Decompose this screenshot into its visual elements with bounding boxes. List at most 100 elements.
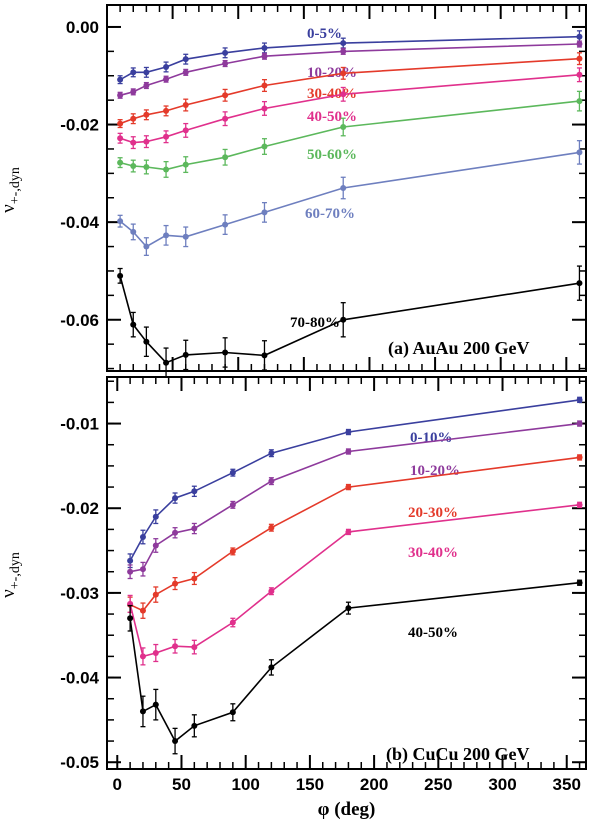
x-tick-label: 300 [488,775,516,794]
data-point [268,588,275,595]
series-label: 20-30% [408,505,458,521]
data-point [222,115,229,122]
y-tick-label: -0.02 [60,116,99,135]
data-point [130,163,137,170]
data-point [163,107,170,114]
plot-frame-b [106,376,587,770]
data-point [576,579,583,586]
data-point [340,70,347,77]
data-point [143,243,150,250]
data-point [117,76,124,83]
data-point [229,709,236,716]
data-point [117,272,124,279]
series-60-70%: 60-70% [117,140,583,256]
data-point [143,69,150,76]
data-point [576,33,583,40]
series-40-50%: 40-50% [117,67,583,150]
data-point [229,501,236,508]
series-label: 50-60% [307,147,357,163]
series-0-10%: 0-10% [127,396,583,569]
data-point [576,149,583,156]
data-point [261,53,268,60]
data-point [172,643,179,650]
y-tick-label: -0.04 [60,213,99,232]
y-axis-label-main: ν [0,589,19,598]
data-point [172,738,179,745]
data-point [576,71,583,78]
y-axis-label-subscript: +-,dyn [8,552,23,589]
data-point [130,69,137,76]
data-point [576,55,583,62]
data-point [345,484,352,491]
data-point [345,429,352,436]
data-point [222,92,229,99]
data-point [345,605,352,612]
series-label: 40-50% [307,109,357,125]
data-point [143,338,150,345]
x-axis-label: φ (deg) [318,799,376,820]
data-point [261,44,268,51]
series-70-80%: 70-80% [117,265,583,378]
y-tick-label: -0.01 [60,415,99,434]
data-point [127,557,134,564]
series-label: 0-5% [307,26,342,42]
data-point [340,316,347,323]
data-point [191,575,198,582]
panel-a: 0.00-0.02-0.04-0.060-5%10-20%30-40%40-50… [0,4,587,378]
data-point [340,48,347,55]
x-tick-label: 350 [553,775,581,794]
data-point [163,359,170,366]
data-point [117,135,124,142]
series-line [119,151,580,248]
data-point [222,154,229,161]
series-line [129,399,580,562]
x-tick-label: 50 [172,775,191,794]
data-point [152,591,159,598]
data-point [229,469,236,476]
series-line [129,581,580,743]
data-point [576,396,583,403]
data-point [576,98,583,105]
data-point [182,69,189,76]
series-label: 60-70% [305,206,355,222]
series-0-5%: 0-5% [117,26,583,85]
y-tick-label: -0.06 [60,311,99,330]
data-point [340,91,347,98]
series-label: 70-80% [290,315,340,331]
data-point [152,701,159,708]
data-point [127,615,134,622]
data-point [117,92,124,99]
data-point [130,228,137,235]
data-point [345,448,352,455]
data-point [152,650,159,657]
data-point [117,218,124,225]
data-point [130,115,137,122]
data-point [222,60,229,67]
data-point [229,619,236,626]
y-tick-label: 0.00 [66,18,99,37]
data-point [143,111,150,118]
data-point [172,495,179,502]
data-point [143,138,150,145]
data-point [139,566,146,573]
data-point [182,56,189,63]
x-tick-label: 0 [113,775,122,794]
data-point [182,351,189,358]
data-point [152,513,159,520]
panel-b: -0.01 -0.02 -0.03 -0.04 -0.05 0 50 100 150 200 250… [0,376,587,820]
data-point [172,580,179,587]
data-point [261,143,268,150]
data-point [576,454,583,461]
series-40-50%: 40-50% [127,579,583,755]
data-point [191,722,198,729]
data-point [182,102,189,109]
data-point [182,233,189,240]
data-point [163,133,170,140]
series-line [129,422,580,573]
y-axis-label-main: ν [0,204,19,213]
data-point [139,708,146,715]
series-50-60%: 50-60% [117,90,583,178]
data-point [340,185,347,191]
data-point [130,139,137,146]
